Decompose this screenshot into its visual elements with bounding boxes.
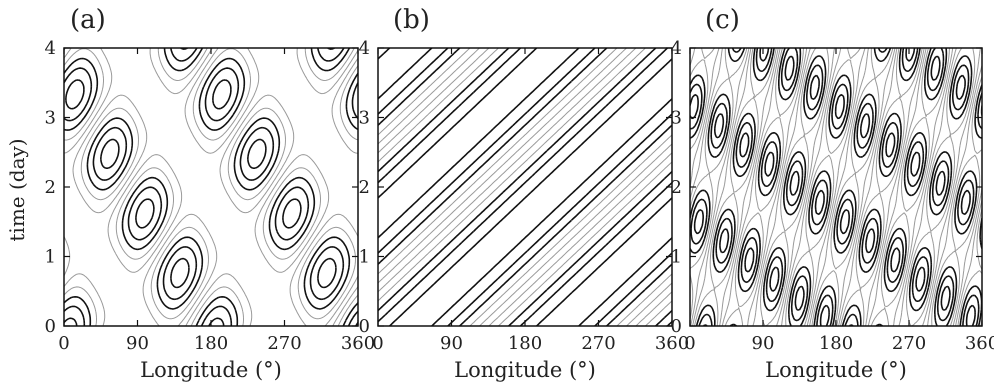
y-tick-label: 4: [45, 38, 56, 59]
y-tick-label: 3: [45, 108, 56, 129]
x-tick-label: 360: [965, 333, 994, 354]
x-tick-label: 180: [194, 333, 228, 354]
contour-line-pos-3: [690, 48, 982, 326]
contour-line-pos-3: [80, 48, 356, 320]
panel-a-xlabel: Longitude (°): [140, 358, 282, 382]
contour-line-pos-9: [100, 48, 337, 289]
contour-line-neg-1: [64, 48, 358, 326]
contour-line-pos-9: [378, 48, 672, 326]
panel-b-xlabel: Longitude (°): [454, 358, 596, 382]
y-tick-label: 3: [671, 108, 682, 129]
contour-line-pos-7: [92, 48, 345, 301]
x-tick-label: 270: [581, 333, 615, 354]
contour-line-pos-7: [378, 48, 672, 326]
contour-line-neg-3: [378, 48, 672, 326]
x-tick-label: 90: [752, 333, 775, 354]
y-tick-label: 0: [359, 316, 370, 337]
contour-line-neg-9: [378, 48, 672, 326]
contour-line-pos-5: [86, 48, 351, 310]
contour-line-pos-3: [378, 48, 672, 326]
y-tick-label: 2: [359, 177, 370, 198]
contour-line-pos-7: [690, 48, 982, 326]
x-tick-label: 180: [819, 333, 853, 354]
panel-c-plot: 0 90 180 270 360 0 1 2 3 4: [671, 38, 994, 354]
contour-line-neg-1: [378, 48, 672, 326]
plot-frame: [377, 47, 673, 327]
contour-line-neg-7: [690, 48, 980, 326]
contour-line-pos-5: [690, 48, 982, 326]
y-tick-label: 0: [45, 316, 56, 337]
panel-c-xlabel: Longitude (°): [765, 358, 907, 382]
contour-line-neg-3: [690, 48, 982, 326]
x-tick-label: 90: [440, 333, 463, 354]
y-tick-label: 2: [671, 177, 682, 198]
plot-frame: [63, 47, 359, 327]
contour-line-pos-5: [378, 48, 672, 326]
panel-b-label: (b): [393, 5, 430, 35]
x-tick-label: 270: [892, 333, 926, 354]
x-tick-label: 0: [684, 333, 695, 354]
y-tick-label: 2: [45, 177, 56, 198]
y-tick-label: 3: [359, 108, 370, 129]
x-tick-label: 0: [58, 333, 69, 354]
contour-line-neg-7: [378, 48, 672, 326]
x-tick-label: 180: [508, 333, 542, 354]
y-tick-label: 1: [671, 247, 682, 268]
y-tick-label: 4: [671, 38, 682, 59]
x-tick-label: 0: [372, 333, 383, 354]
contour-line-neg-5: [64, 57, 358, 326]
contour-line-neg-1: [690, 48, 982, 326]
panel-a-label: (a): [70, 5, 106, 35]
panel-c: (c) 0 90 180 270 360 0 1 2 3 4 Longitude (°): [671, 5, 994, 382]
contour-line-neg-9: [64, 79, 358, 326]
y-tick-label: 1: [359, 247, 370, 268]
x-tick-label: 270: [267, 333, 301, 354]
x-tick-label: 360: [655, 333, 689, 354]
y-axis-label: time (day): [5, 138, 29, 241]
y-tick-label: 4: [359, 38, 370, 59]
x-tick-label: 360: [341, 333, 375, 354]
y-tick-label: 0: [671, 316, 682, 337]
contour-line-pos-1: [690, 48, 982, 326]
contour-line-pos-1: [378, 48, 672, 326]
panel-c-label: (c): [705, 5, 740, 35]
x-tick-label: 90: [126, 333, 149, 354]
y-tick-label: 1: [45, 247, 56, 268]
contour-line-pos-1: [64, 48, 358, 326]
contour-line-neg-5: [378, 48, 672, 326]
contour-line-neg-7: [64, 67, 358, 326]
